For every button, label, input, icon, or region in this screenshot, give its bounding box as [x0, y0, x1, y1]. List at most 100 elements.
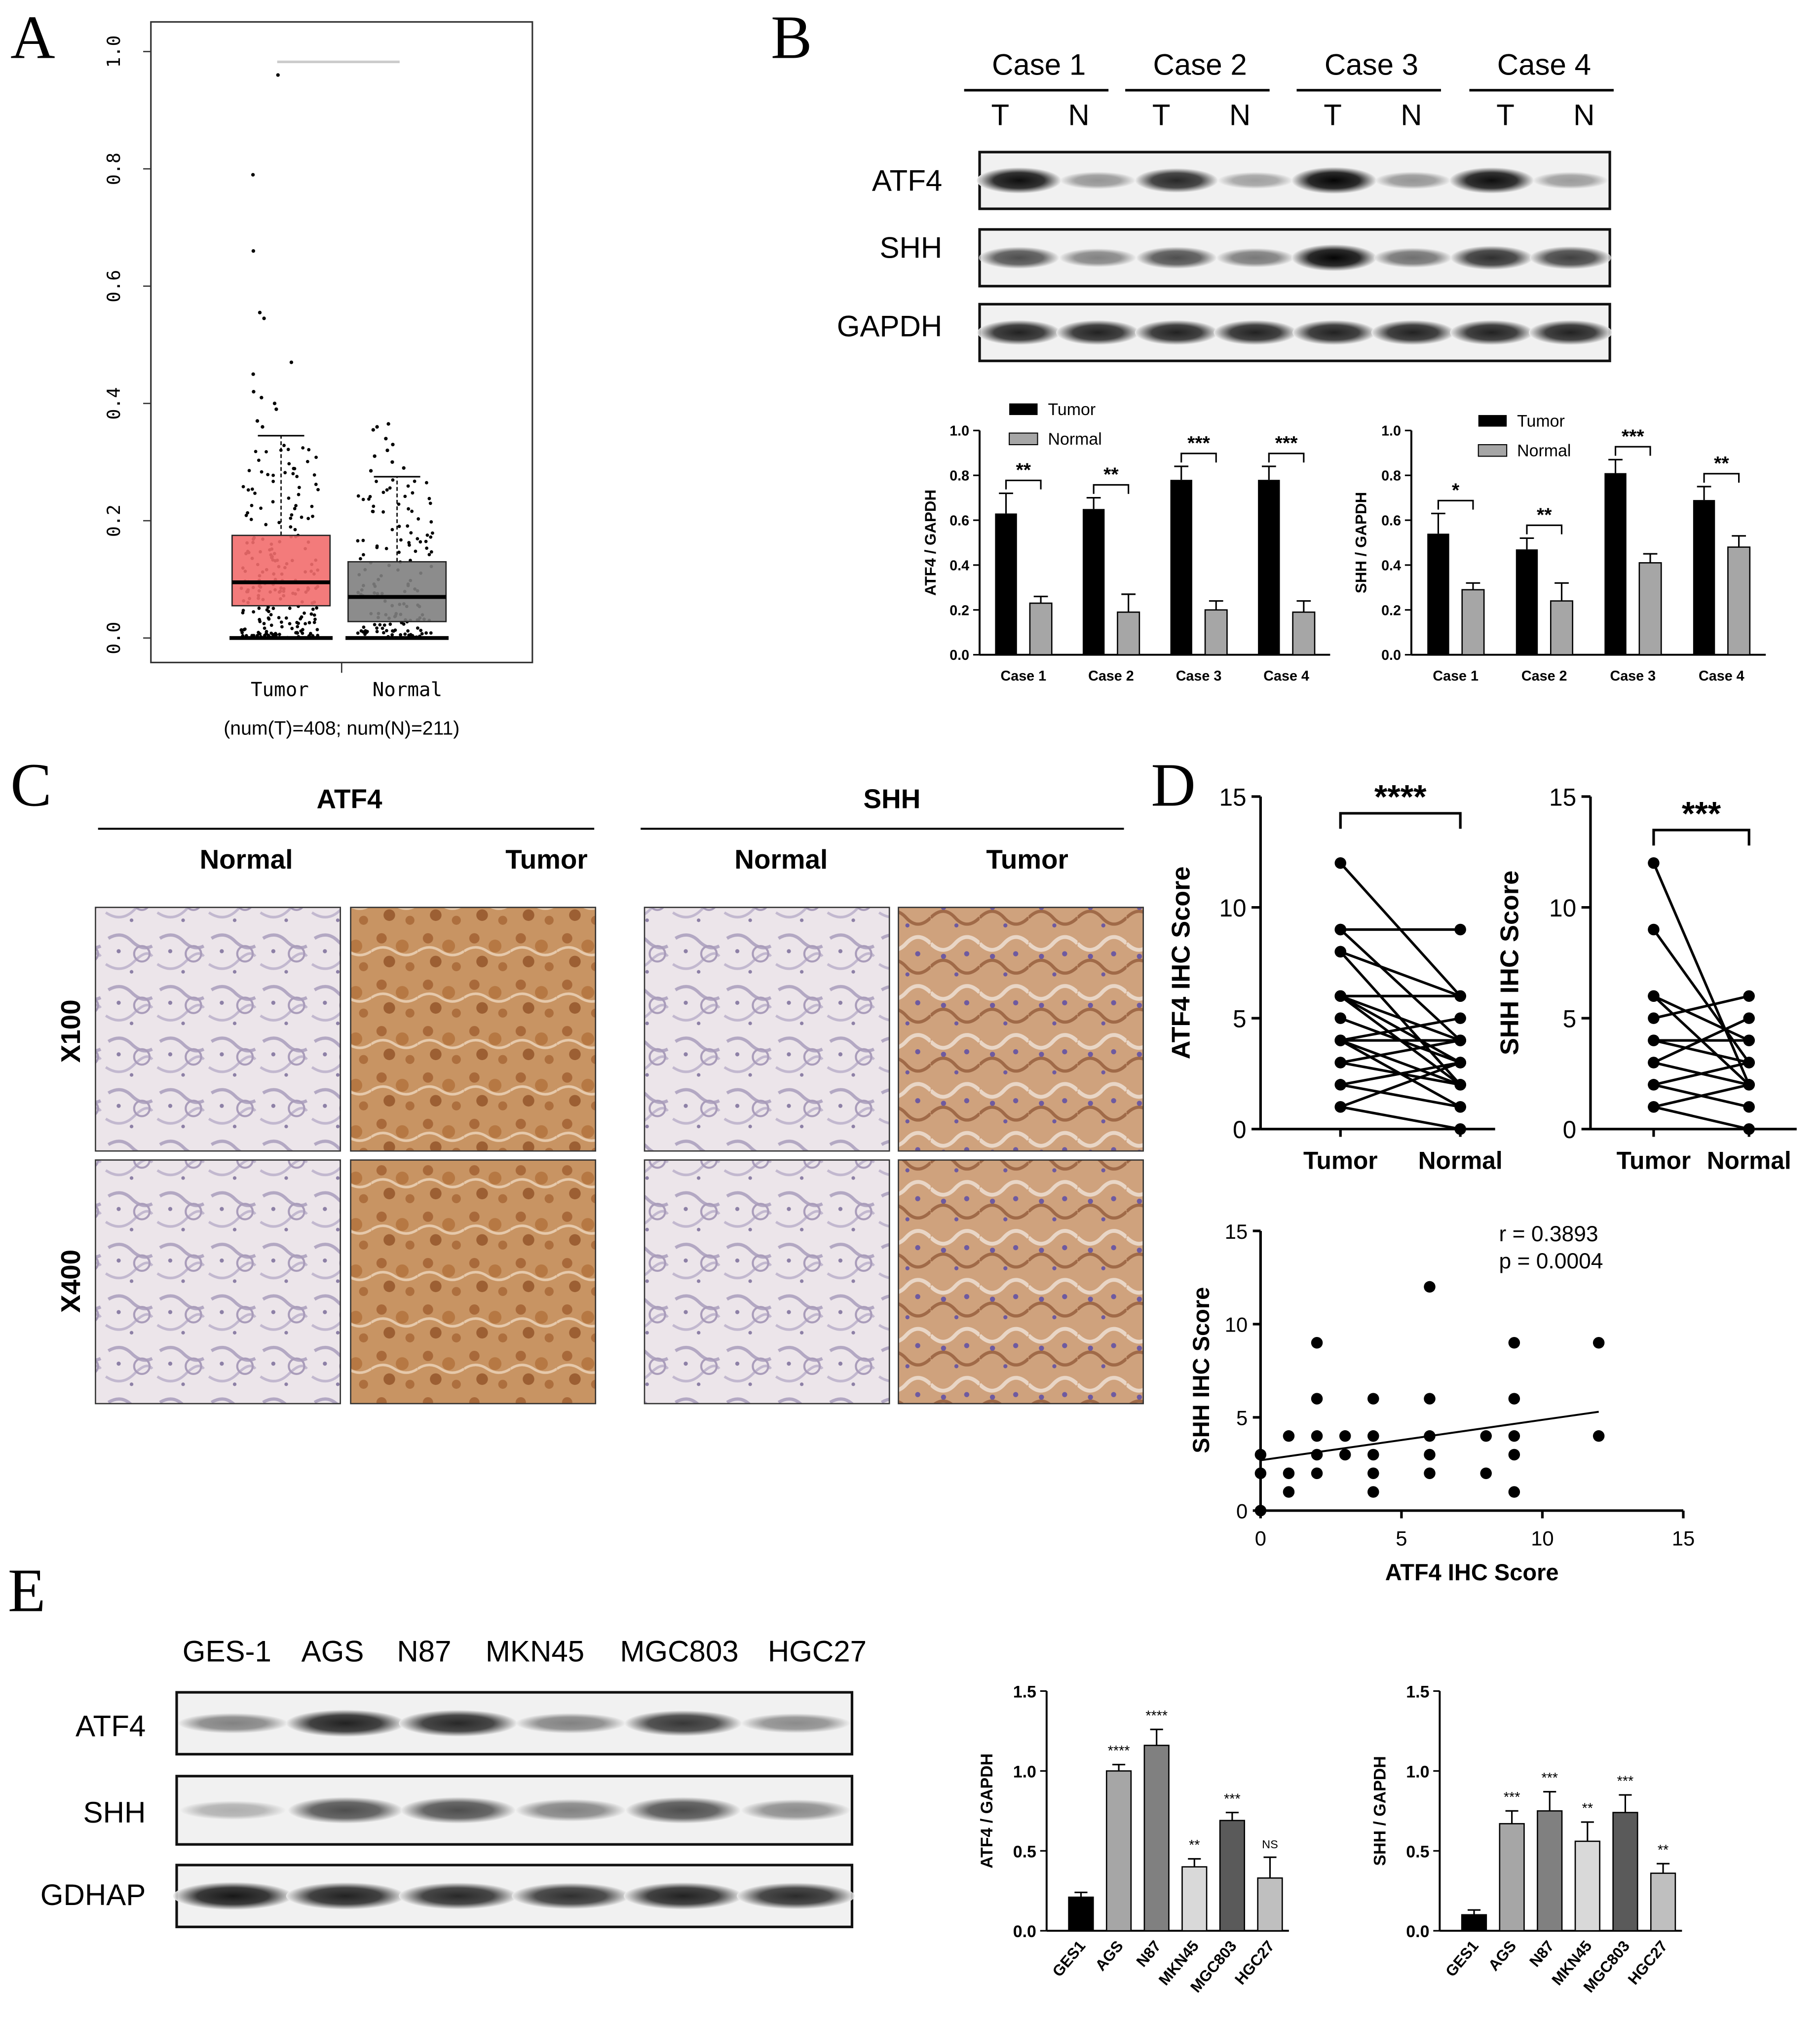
- xtick-label: 15: [1672, 1526, 1695, 1550]
- western-blot-b: Case 1 T N Case 2 T N Case 3 T N Case 4 T N ATF4 SHH…: [837, 48, 1614, 362]
- pair-line: [1340, 1017, 1461, 1042]
- pair-line: [1653, 994, 1749, 1020]
- a-outlier: [289, 360, 294, 364]
- a-outlier: [385, 448, 389, 453]
- a-point: [427, 496, 431, 500]
- a-point: [361, 538, 365, 542]
- a-point: [241, 609, 245, 612]
- blot-e-shh-band: [288, 1797, 403, 1824]
- sig-label: *: [1452, 480, 1460, 501]
- sig-bracket: [1339, 812, 1462, 829]
- ihc-panel: ATF4 SHH Normal Tumor Normal Tumor X100 …: [55, 783, 1144, 1405]
- a-point: [288, 622, 292, 626]
- pair-point-tumor: [1648, 1101, 1660, 1113]
- pair-point-normal: [1743, 1079, 1755, 1091]
- x-category-label: Case 4: [1699, 668, 1744, 684]
- a-point: [283, 471, 287, 475]
- a-point: [265, 632, 268, 636]
- scatter-point: [1508, 1449, 1520, 1461]
- a-point: [244, 513, 248, 517]
- ytick-label: 0.6: [949, 513, 969, 529]
- blot-e-atf4-band: [178, 1713, 288, 1734]
- pair-point-tumor: [1334, 1057, 1347, 1068]
- sig-label: **: [1537, 504, 1552, 526]
- ihc-image-shh-normal-x100: [644, 907, 890, 1152]
- blot-b-atf4-band: [1375, 172, 1451, 190]
- a-point: [301, 446, 305, 450]
- a-point: [250, 503, 254, 507]
- a-outlier: [260, 396, 264, 400]
- a-point: [417, 517, 420, 521]
- blot-b-lane-t: T: [1152, 98, 1171, 131]
- x-category-label: GES1: [1049, 1938, 1089, 1981]
- blot-b-lane-t: T: [1496, 98, 1515, 131]
- bar-tumor: [1516, 549, 1538, 655]
- pair-point-tumor: [1648, 1057, 1660, 1068]
- a-point: [416, 626, 419, 630]
- blot-e-atf4-band: [624, 1710, 742, 1736]
- ihc-image-shh-tumor-x400: [898, 1159, 1144, 1405]
- a-point: [271, 480, 275, 483]
- a-point: [271, 633, 275, 637]
- a-point: [391, 629, 394, 633]
- ytick-label: 10: [1219, 894, 1246, 922]
- a-point: [416, 537, 419, 541]
- pair-point-tumor: [1334, 1012, 1347, 1024]
- blot-b-bands: ATF4 SHH GAPDH: [837, 151, 1612, 362]
- a-outlier: [276, 73, 280, 77]
- sig-bracket: [1652, 829, 1750, 846]
- a-point: [356, 631, 360, 635]
- bar-tumor: [1258, 480, 1280, 655]
- a-point: [411, 491, 415, 495]
- blot-e-gdhap-band: [512, 1883, 630, 1909]
- ytick-label: 0: [1563, 1116, 1577, 1144]
- a-outlier: [384, 437, 388, 441]
- a-point: [314, 456, 318, 459]
- scatter-point: [1367, 1393, 1379, 1405]
- bar-tumor: [1693, 500, 1715, 655]
- a-point: [280, 625, 284, 629]
- blot-b-lane-n: N: [1573, 98, 1594, 131]
- a-point: [356, 494, 360, 498]
- pair-point-normal: [1743, 1034, 1755, 1046]
- a-point: [307, 621, 311, 625]
- pair-point-tumor: [1648, 1034, 1660, 1046]
- bar-ges1: [1068, 1896, 1094, 1932]
- a-point: [297, 486, 301, 490]
- a-point: [249, 518, 253, 521]
- boxplot-frame: [150, 21, 533, 663]
- a-point: [384, 547, 388, 550]
- blot-e-row-label: GDHAP: [40, 1878, 146, 1911]
- panel-letter-a: A: [10, 3, 55, 72]
- a-point: [429, 550, 433, 554]
- x-category-tumor: Tumor: [1303, 1147, 1378, 1175]
- a-point: [410, 509, 414, 513]
- boxplot-group-tumor: Tumor: [251, 679, 309, 701]
- blot-e-cell-label: N87: [397, 1635, 451, 1668]
- bar-normal: [1204, 609, 1228, 656]
- a-point: [295, 621, 299, 624]
- blot-e-atf4-band: [741, 1713, 850, 1733]
- blot-b-case-headers: Case 1 T N Case 2 T N Case 3 T N Case 4 T N: [964, 48, 1614, 131]
- x-category-tumor: Tumor: [1617, 1147, 1691, 1175]
- y-axis-label: SHH IHC Score: [1188, 1287, 1214, 1453]
- scatter-point: [1508, 1486, 1520, 1498]
- blot-b-gapdh-band: [1056, 320, 1139, 345]
- blot-b-atf4-band: [1060, 172, 1136, 190]
- blot-e-row-label: SHH: [83, 1796, 146, 1829]
- scatter-point: [1254, 1467, 1267, 1479]
- a-point: [301, 628, 304, 632]
- bar-tumor: [1170, 480, 1192, 655]
- x-category-label: GES1: [1442, 1938, 1482, 1981]
- ytick-label: 5: [1563, 1005, 1577, 1032]
- bar-n87: [1537, 1810, 1563, 1932]
- bar-normal: [1638, 562, 1662, 656]
- a-point: [269, 623, 273, 627]
- bar-tumor: [1427, 534, 1449, 655]
- a-point: [266, 616, 270, 620]
- a-point: [239, 628, 243, 632]
- a-point: [294, 504, 298, 507]
- a-point: [257, 631, 260, 634]
- pair-point-tumor: [1334, 1079, 1347, 1091]
- x-category-label: N87: [1526, 1938, 1557, 1971]
